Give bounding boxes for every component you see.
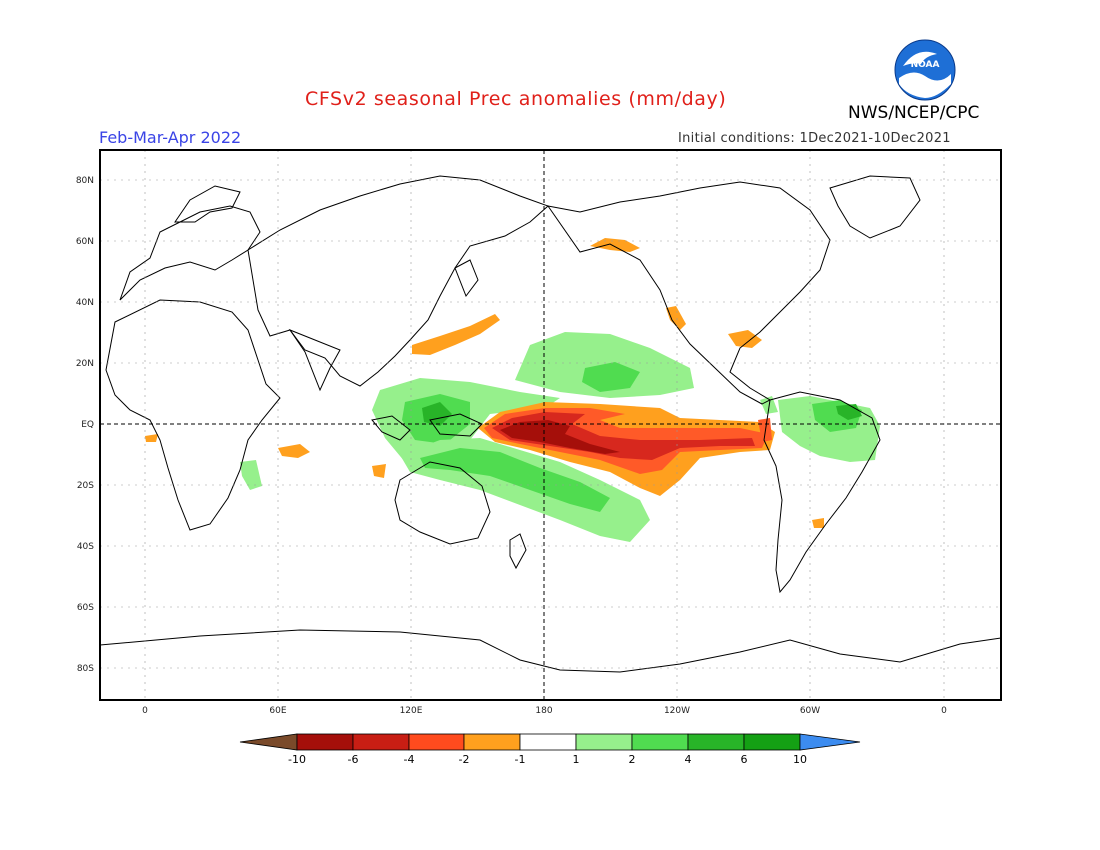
colorbar-label: -2 bbox=[459, 753, 470, 766]
dry-region-indian-ocean-3 bbox=[145, 434, 158, 442]
coast-europe bbox=[119, 205, 261, 301]
dry-region-alaska bbox=[590, 238, 640, 252]
coast-australia bbox=[394, 461, 491, 545]
colorbar-swatch bbox=[463, 733, 521, 751]
wet-region-central-pacific bbox=[548, 338, 605, 362]
lat-label: 60N bbox=[76, 237, 94, 247]
wet-region-spcz-core bbox=[420, 448, 610, 512]
colorbar-swatch bbox=[743, 733, 801, 751]
colorbar-swatch bbox=[408, 733, 465, 751]
coast-north-america bbox=[546, 181, 831, 405]
coast-indonesia bbox=[371, 413, 483, 441]
colorbar-label: 1 bbox=[573, 753, 580, 766]
wet-region-north-pacific-core bbox=[582, 362, 640, 392]
lon-label: 180 bbox=[535, 706, 552, 716]
wet-region-amazon-strong bbox=[836, 404, 862, 420]
colorbar-label: -1 bbox=[515, 753, 526, 766]
colorbar-swatch bbox=[631, 733, 689, 751]
lon-label: 60E bbox=[269, 706, 286, 716]
coast-antarctica bbox=[100, 629, 1001, 673]
colorbar-swatch bbox=[352, 733, 410, 751]
lat-label: 80S bbox=[77, 664, 94, 674]
noaa-logo-icon: NOAA bbox=[894, 39, 956, 101]
lat-label: 20N bbox=[76, 359, 94, 369]
coast-asia bbox=[247, 175, 549, 387]
dry-region-gulf bbox=[728, 330, 762, 348]
lat-label: 40S bbox=[77, 542, 94, 552]
latitude-labels: 80N 60N 40N 20N EQ 20S 40S 60S 80S bbox=[76, 176, 94, 674]
dry-region-indian-ocean-2 bbox=[372, 464, 386, 478]
lat-label: 60S bbox=[77, 603, 94, 613]
lon-label: 120W bbox=[664, 706, 690, 716]
dry-region-us-west-coast bbox=[666, 306, 686, 330]
map-frame bbox=[99, 149, 1002, 701]
lon-label: 0 bbox=[142, 706, 148, 716]
colorbar-label: -10 bbox=[288, 753, 306, 766]
coast-india bbox=[288, 328, 341, 392]
lon-label: 120E bbox=[400, 706, 423, 716]
colorbar-labels: -10 -6 -4 -2 -1 1 2 4 6 10 bbox=[288, 753, 807, 766]
coast-japan bbox=[454, 259, 479, 298]
lat-label: 20S bbox=[77, 481, 94, 491]
colorbar-label: -4 bbox=[404, 753, 415, 766]
anomaly-shading bbox=[145, 238, 880, 542]
svg-text:NOAA: NOAA bbox=[911, 60, 940, 70]
coast-scandinavia bbox=[174, 185, 241, 223]
lon-label: 0 bbox=[941, 706, 947, 716]
dry-region-argentina bbox=[812, 518, 824, 528]
equator-dateline bbox=[100, 150, 1001, 700]
colorbar-swatch bbox=[687, 733, 745, 751]
colorbar-swatch bbox=[519, 733, 577, 751]
coast-africa bbox=[105, 299, 281, 531]
dry-region-indian-ocean bbox=[278, 444, 310, 458]
colorbar-label: -6 bbox=[348, 753, 359, 766]
colorbar-right-arrow bbox=[799, 733, 861, 751]
colorbar-label: 6 bbox=[741, 753, 748, 766]
dry-region-nw-pacific bbox=[412, 314, 500, 355]
colorbar-label: 4 bbox=[685, 753, 692, 766]
colorbar-swatch bbox=[575, 733, 633, 751]
colorbar-label: 2 bbox=[629, 753, 636, 766]
coastlines bbox=[100, 175, 1001, 673]
initial-conditions-label: Initial conditions: 1Dec2021-10Dec2021 bbox=[678, 131, 951, 146]
dry-region-pacific-extreme bbox=[500, 420, 620, 454]
agency-label: NWS/NCEP/CPC bbox=[848, 103, 980, 123]
map-title: CFSv2 seasonal Prec anomalies (mm/day) bbox=[305, 88, 727, 110]
lat-label: EQ bbox=[81, 420, 94, 430]
colorbar-label: 10 bbox=[793, 753, 807, 766]
lat-label: 40N bbox=[76, 298, 94, 308]
colorbar-swatch bbox=[296, 733, 354, 751]
colorbar bbox=[239, 733, 861, 751]
gridlines bbox=[100, 150, 1001, 700]
lat-label: 80N bbox=[76, 176, 94, 186]
longitude-labels: 0 60E 120E 180 120W 60W 0 bbox=[142, 706, 947, 716]
coast-new-zealand bbox=[509, 533, 527, 570]
colorbar-left-arrow bbox=[239, 733, 298, 751]
wet-region-africa-east bbox=[240, 460, 262, 490]
coast-south-america bbox=[763, 391, 881, 594]
lon-label: 60W bbox=[800, 706, 820, 716]
coast-greenland bbox=[829, 175, 921, 239]
season-label: Feb-Mar-Apr 2022 bbox=[99, 128, 242, 147]
